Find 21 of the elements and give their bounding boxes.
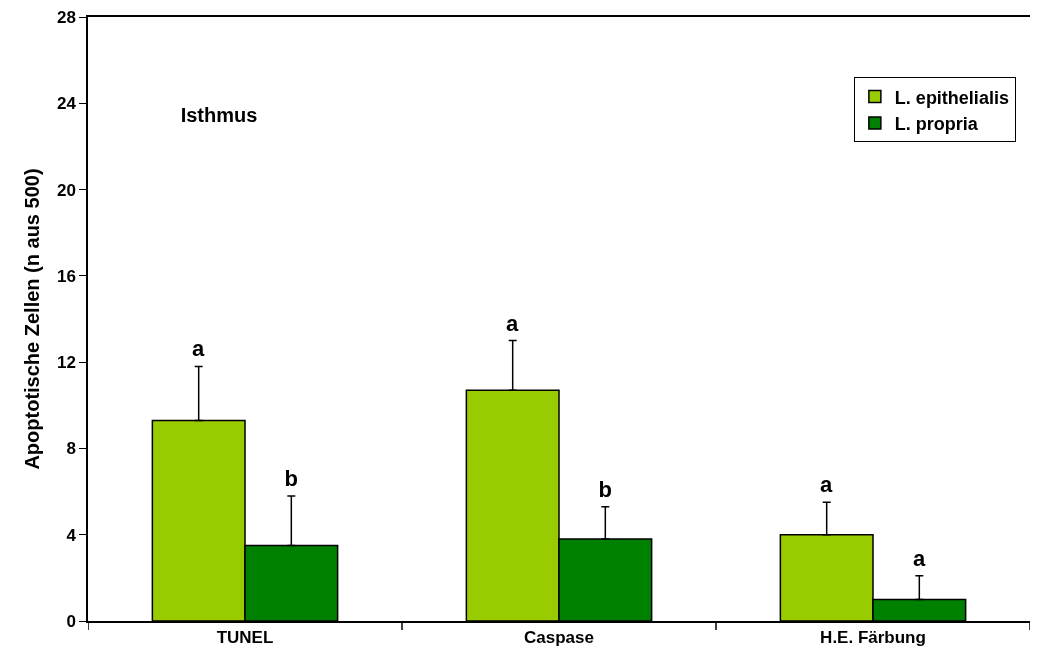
- data-label: b: [284, 466, 298, 491]
- y-tick-label: 0: [66, 611, 76, 631]
- y-tick-label: 20: [56, 180, 76, 200]
- legend-label: L. propria: [894, 114, 979, 135]
- x-tick-label: Caspase: [524, 628, 594, 648]
- annotation: Isthmus: [180, 104, 258, 126]
- data-label: a: [913, 546, 926, 571]
- y-axis-title: Apoptotische Zellen (n aus 500): [20, 168, 43, 470]
- legend-label: L. epithelialis: [894, 87, 1009, 108]
- y-tick-label: 12: [56, 353, 76, 373]
- y-tick-label: 4: [66, 525, 77, 545]
- data-label: b: [598, 477, 612, 502]
- data-label: a: [192, 336, 205, 361]
- y-tick-label: 28: [56, 7, 76, 27]
- x-tick-label: TUNEL: [216, 628, 274, 648]
- data-label: a: [820, 472, 833, 497]
- y-tick-label: 16: [56, 266, 76, 286]
- y-tick-label: 24: [56, 94, 77, 114]
- x-tick-label: H.E. Färbung: [820, 628, 926, 648]
- data-label: a: [506, 311, 519, 336]
- y-tick-label: 8: [66, 439, 76, 459]
